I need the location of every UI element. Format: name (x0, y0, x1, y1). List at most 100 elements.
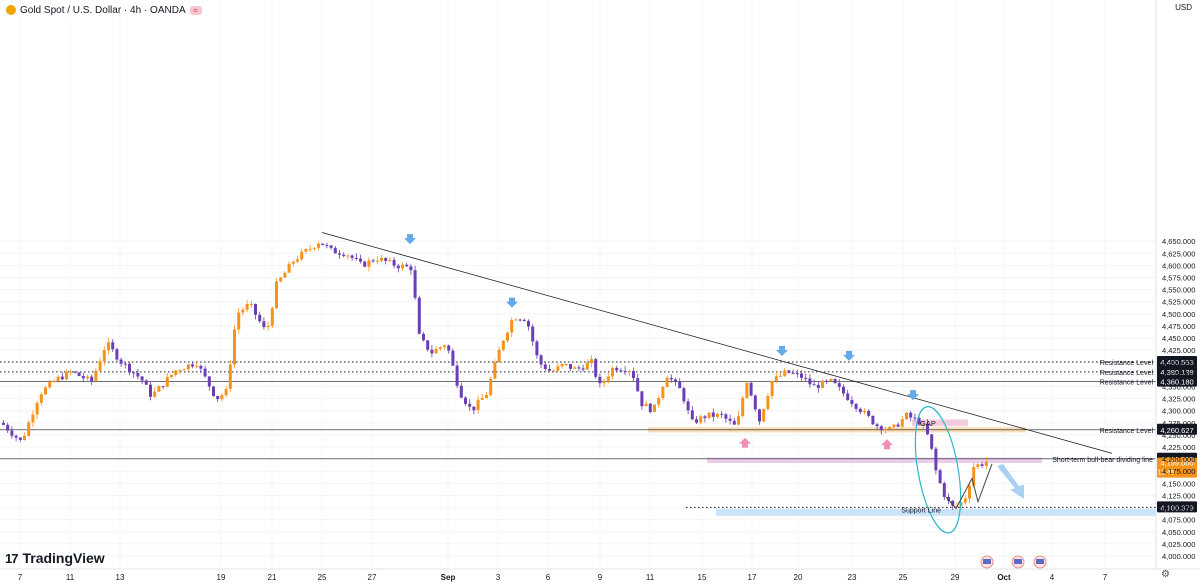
y-tick-label: 4,625.000 (1162, 249, 1195, 258)
candle-body (879, 426, 883, 431)
y-tick-label: 4,650.000 (1162, 237, 1195, 246)
candle-body (737, 416, 740, 425)
x-tick-label: Oct (997, 573, 1011, 582)
candle-body (501, 340, 505, 350)
candle-body (333, 247, 337, 254)
candle-body (111, 342, 115, 350)
candle-body (157, 386, 161, 392)
level-label: Resistance Level (1100, 428, 1154, 435)
candle-body (86, 376, 89, 379)
candle-body (959, 502, 963, 506)
candle-body (611, 367, 614, 377)
settings-gear-icon[interactable]: ⚙ (1161, 569, 1170, 580)
candle-body (31, 414, 35, 423)
candle-body (951, 500, 955, 506)
candle-body (170, 374, 173, 378)
candle-body (980, 464, 984, 466)
level-label: Resistance Level (1100, 370, 1154, 377)
candle-body (317, 243, 320, 248)
candle-body (44, 387, 47, 395)
y-tick-label: 4,125.000 (1162, 491, 1195, 500)
candle-body (695, 419, 698, 423)
candle-body (52, 381, 56, 383)
candle-body (270, 308, 274, 326)
candle-body (602, 380, 606, 384)
chart-grid (0, 240, 1156, 557)
candle-body (468, 403, 472, 407)
candle-body (619, 370, 623, 372)
level-label: Resistance Level (1100, 360, 1154, 367)
candle-body (812, 384, 816, 386)
candle-body (266, 325, 270, 328)
x-tick-label: 19 (217, 573, 226, 582)
price-tag-tag (1157, 501, 1197, 513)
level-lines (0, 232, 1156, 508)
candles (2, 241, 988, 511)
candle-body (77, 372, 81, 376)
candle-body (279, 277, 283, 282)
candle-body (216, 395, 220, 400)
up-arrow-icon (739, 437, 751, 448)
candle-body (686, 401, 690, 411)
y-tick-label: 4,450.000 (1162, 334, 1195, 343)
candle-body (669, 377, 673, 380)
candle-body (606, 376, 610, 381)
candle-body (934, 448, 938, 471)
candle-body (140, 376, 144, 381)
candle-body (930, 434, 934, 449)
gold-symbol-icon (6, 5, 16, 15)
candle-body (787, 370, 791, 373)
x-tick-label: 9 (598, 573, 603, 582)
candle-body (779, 375, 782, 377)
x-tick-label: 27 (368, 573, 377, 582)
candle-body (115, 349, 119, 360)
candle-body (283, 272, 287, 278)
level-labels: Resistance Level 4,400.563 Resistance Leve… (901, 356, 1197, 514)
candle-body (921, 423, 925, 425)
symbol-header[interactable]: Gold Spot / U.S. Dollar · 4h · OANDA ≈ (4, 3, 204, 17)
candle-body (405, 264, 409, 267)
candle-body (816, 384, 820, 388)
currency-button[interactable]: USD (1175, 3, 1192, 12)
y-tick-label: 4,200.000 (1162, 455, 1195, 464)
countdown-label: 11:48 (1158, 470, 1175, 477)
candle-body (535, 341, 539, 356)
gap-zone (912, 419, 968, 427)
candle-body (60, 376, 64, 380)
y-tick-label: 4,400.000 (1162, 358, 1195, 367)
y-tick-label: 4,050.000 (1162, 528, 1195, 537)
candle-body (451, 350, 455, 366)
candle-body (728, 418, 732, 421)
price-tag-tag (1157, 423, 1197, 435)
candle-body (489, 378, 493, 396)
x-tick-label: 7 (1103, 573, 1108, 582)
tradingview-logo-text: TradingView (22, 550, 105, 566)
event-flag-icon-inner (1014, 559, 1022, 564)
price-tag-tag (1157, 356, 1197, 368)
candle-body (527, 320, 530, 327)
candle-body (745, 382, 749, 398)
tradingview-logo: 17 TradingView (5, 550, 105, 566)
candle-body (338, 253, 341, 255)
x-tick-label: 11 (646, 573, 655, 582)
candle-body (560, 364, 564, 367)
candle-body (182, 369, 186, 371)
candle-body (363, 261, 367, 267)
candle-body (627, 370, 631, 373)
candle-body (720, 413, 724, 415)
price-tag: 4,380.139 (1160, 368, 1193, 377)
symbol-title: Gold Spot / U.S. Dollar · 4h · OANDA (20, 4, 186, 16)
candle-body (682, 388, 686, 402)
candle-body (938, 470, 942, 484)
support-zone (716, 509, 1156, 516)
candle-body (984, 461, 988, 466)
candle-body (186, 364, 190, 370)
markers (404, 234, 1047, 569)
candle-body (161, 386, 165, 388)
candle-body (98, 361, 102, 371)
candle-body (401, 264, 404, 269)
y-tick-label: 4,350.000 (1162, 382, 1195, 391)
candle-body (275, 281, 278, 309)
candle-body (892, 424, 896, 427)
